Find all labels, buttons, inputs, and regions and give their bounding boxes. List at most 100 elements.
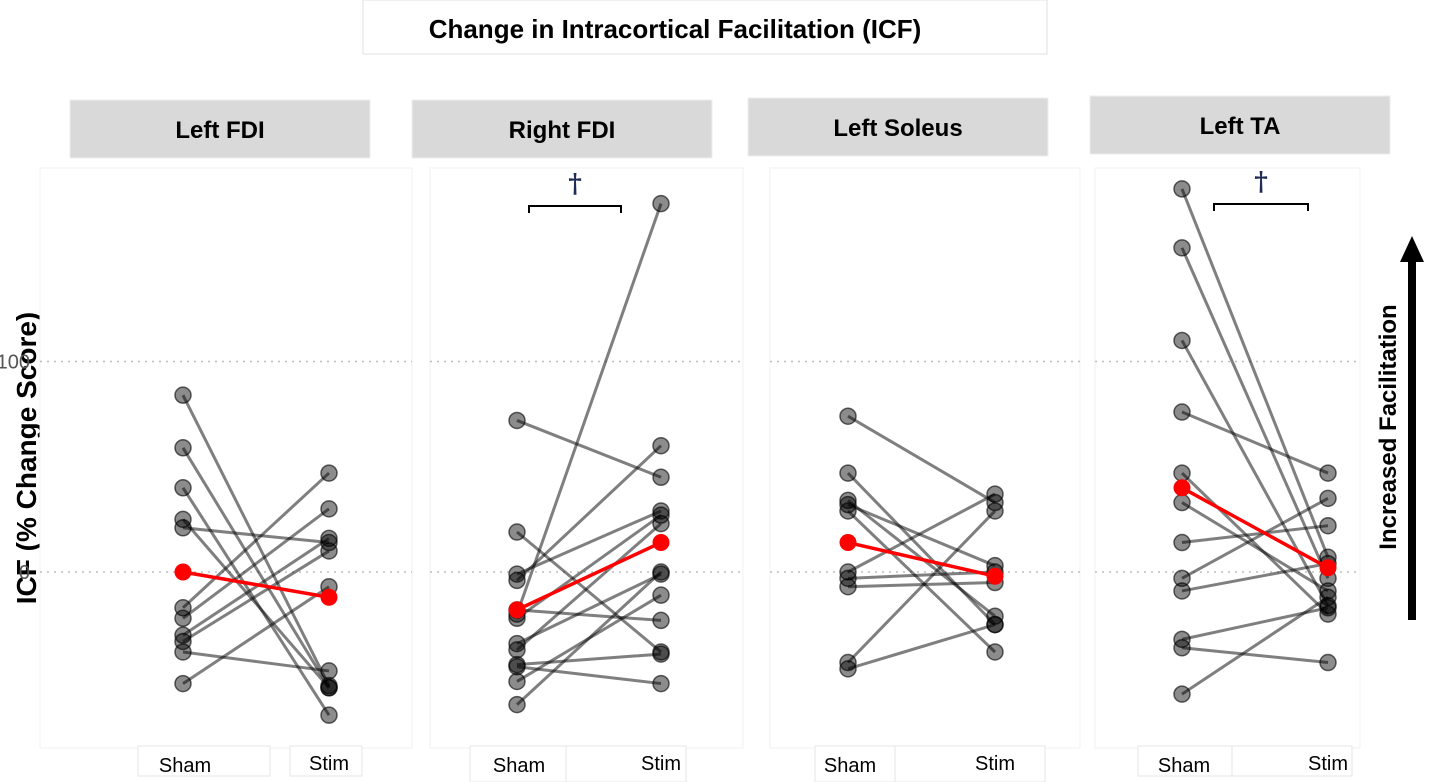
subject-line <box>182 549 330 643</box>
subject-point-sham <box>174 609 192 628</box>
subject-point-stim <box>320 706 338 724</box>
y-tick-label: 100 <box>0 352 30 374</box>
y-tick-label: 0 <box>19 562 30 584</box>
subject-point-sham <box>839 407 857 425</box>
x-tick-label: Sham <box>493 755 545 777</box>
subject-line <box>847 623 996 671</box>
subject-line <box>515 570 663 706</box>
significance-marker: † <box>1254 167 1268 197</box>
subject-point-sham <box>508 695 526 714</box>
subject-point-sham <box>839 495 857 514</box>
subject-point-stim <box>652 194 670 213</box>
subject-line <box>1181 562 1329 593</box>
panel-left-fdi: Left FDI Sham Stim <box>39 99 413 777</box>
significance-marker: † <box>568 169 582 199</box>
subject-point-sham <box>1173 533 1191 552</box>
subject-line <box>1180 471 1330 616</box>
subject-point-stim <box>1319 489 1337 508</box>
x-tick-box <box>289 745 363 777</box>
subject-point-sham <box>174 674 192 693</box>
subject-point-sham <box>1173 331 1191 350</box>
subject-line <box>846 472 997 626</box>
panel-area <box>769 167 1081 749</box>
subject-line <box>516 572 662 645</box>
subject-line <box>182 537 330 637</box>
subject-line <box>1181 410 1329 475</box>
subject-line <box>516 530 662 654</box>
subject-line <box>847 570 996 580</box>
subject-point-stim <box>1319 516 1337 535</box>
subject-point-stim <box>986 485 1004 503</box>
x-tick-box <box>894 745 1046 782</box>
subject-point-sham <box>839 464 857 482</box>
subject-point-stim <box>320 464 338 482</box>
subject-point-sham <box>1173 180 1191 198</box>
subject-point-stim <box>652 514 670 533</box>
x-tick-label: Sham <box>824 755 876 777</box>
panel-left-soleus: Left Soleus Sham Stim <box>747 97 1081 782</box>
subject-line <box>1180 339 1330 607</box>
subject-point-stim <box>652 611 670 630</box>
panel-area <box>39 167 413 749</box>
subject-point-stim <box>652 674 670 693</box>
panel-strip-label: Right FDI <box>509 117 616 144</box>
mean-point-sham <box>1173 479 1191 497</box>
subject-point-sham <box>508 565 526 583</box>
subject-line <box>516 509 662 576</box>
subject-line <box>181 447 331 689</box>
mean-point-stim <box>320 588 338 606</box>
subject-point-sham <box>1173 685 1191 703</box>
subject-line <box>182 585 330 685</box>
title-box <box>362 0 1048 55</box>
subject-point-stim <box>652 563 670 581</box>
subject-point-stim <box>320 679 338 697</box>
subject-point-sham <box>174 386 192 404</box>
subject-point-sham <box>1173 639 1191 657</box>
mean-line <box>847 540 996 578</box>
subject-line <box>1180 247 1330 579</box>
subject-line <box>182 507 330 620</box>
subject-point-sham <box>839 577 857 596</box>
subject-point-sham <box>1173 239 1191 257</box>
mean-line <box>1181 486 1329 570</box>
subject-line <box>847 414 996 504</box>
subject-point-stim <box>320 500 338 518</box>
mean-line <box>182 570 330 599</box>
mean-point-sham <box>839 534 857 552</box>
subject-point-sham <box>1173 582 1191 600</box>
panel-area <box>429 167 744 749</box>
subject-line <box>515 444 663 582</box>
y-axis-label: ICF (% Change Score) <box>11 312 42 604</box>
chart-title: Change in Intracortical Facilitation (IC… <box>429 14 922 44</box>
up-arrow-head <box>1400 236 1424 262</box>
x-tick-box <box>1231 745 1353 777</box>
subject-line <box>846 509 997 664</box>
subject-point-sham <box>174 643 192 661</box>
subject-point-sham <box>508 641 526 659</box>
subject-point-stim <box>652 436 670 455</box>
subject-line <box>516 513 662 620</box>
x-tick-label: Stim <box>641 753 681 775</box>
subject-line <box>847 492 996 574</box>
x-tick-label: Stim <box>975 753 1015 775</box>
subject-point-stim <box>1319 588 1337 607</box>
subject-point-sham <box>839 502 857 520</box>
subject-point-stim <box>320 542 338 560</box>
subject-line <box>846 509 997 654</box>
subject-line <box>516 522 662 652</box>
subject-point-sham <box>174 439 192 457</box>
mean-line <box>516 540 662 612</box>
x-tick-label: Sham <box>159 755 211 777</box>
subject-point-sham <box>174 519 192 537</box>
panel-strip-label: Left TA <box>1200 113 1281 140</box>
mean-point-stim <box>1319 559 1337 577</box>
subject-point-stim <box>652 645 670 663</box>
x-tick-label: Stim <box>309 753 349 775</box>
subject-point-sham <box>508 672 526 691</box>
subject-line <box>516 608 662 622</box>
subject-point-sham <box>1173 403 1191 421</box>
subject-point-sham <box>839 653 857 672</box>
subject-line <box>1181 646 1329 665</box>
panel-strip-label: Left Soleus <box>833 115 962 142</box>
